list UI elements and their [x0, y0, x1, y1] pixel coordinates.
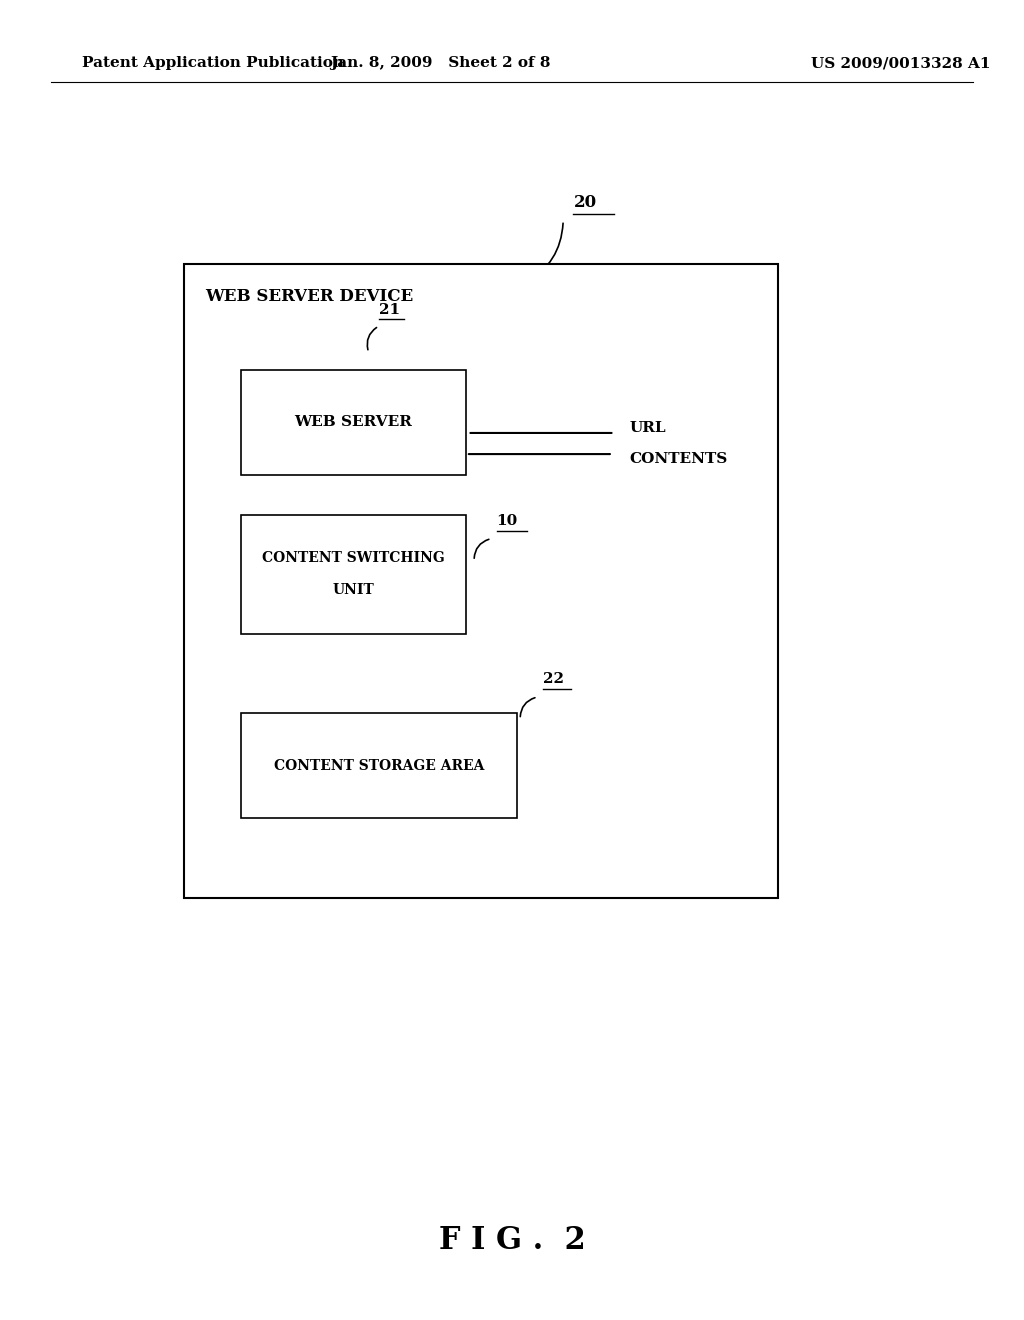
- Text: F I G .  2: F I G . 2: [438, 1225, 586, 1257]
- FancyArrowPatch shape: [520, 698, 535, 717]
- FancyBboxPatch shape: [241, 515, 466, 634]
- FancyArrowPatch shape: [474, 540, 488, 558]
- Text: WEB SERVER: WEB SERVER: [294, 416, 413, 429]
- Text: URL: URL: [630, 421, 667, 434]
- Text: CONTENTS: CONTENTS: [630, 453, 728, 466]
- Text: 22: 22: [543, 672, 564, 686]
- Text: Patent Application Publication: Patent Application Publication: [82, 57, 344, 70]
- Text: CONTENT SWITCHING: CONTENT SWITCHING: [262, 552, 444, 565]
- Text: US 2009/0013328 A1: US 2009/0013328 A1: [811, 57, 991, 70]
- FancyArrowPatch shape: [526, 223, 563, 282]
- Text: CONTENT STORAGE AREA: CONTENT STORAGE AREA: [273, 759, 484, 772]
- FancyArrowPatch shape: [368, 327, 377, 350]
- Text: 10: 10: [497, 513, 518, 528]
- Text: 21: 21: [379, 302, 400, 317]
- Text: Jan. 8, 2009   Sheet 2 of 8: Jan. 8, 2009 Sheet 2 of 8: [330, 57, 551, 70]
- FancyBboxPatch shape: [241, 370, 466, 475]
- Text: WEB SERVER DEVICE: WEB SERVER DEVICE: [205, 288, 413, 305]
- FancyBboxPatch shape: [241, 713, 517, 818]
- FancyBboxPatch shape: [184, 264, 778, 898]
- Text: UNIT: UNIT: [333, 583, 374, 597]
- Text: 20: 20: [573, 194, 597, 211]
